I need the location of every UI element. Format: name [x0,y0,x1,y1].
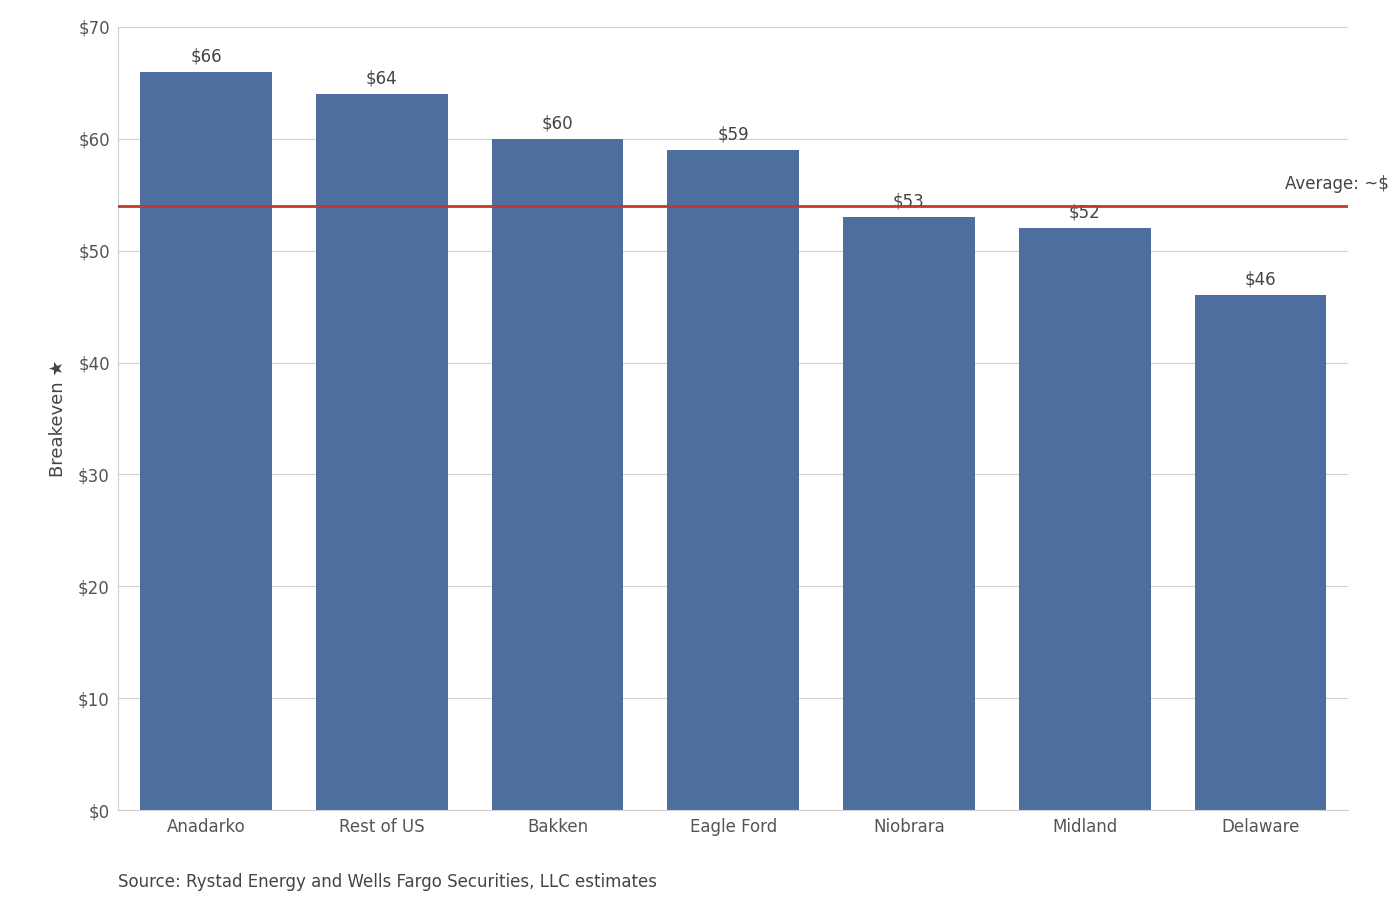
Bar [140,72,272,810]
Text: $46: $46 [1244,271,1276,289]
Bar [844,217,974,810]
Bar [492,139,623,810]
Text: Source: Rystad Energy and Wells Fargo Securities, LLC estimates: Source: Rystad Energy and Wells Fargo Se… [118,873,657,891]
Text: $66: $66 [190,47,222,65]
Bar [1019,229,1151,810]
Bar [667,150,799,810]
Text: $64: $64 [366,69,398,87]
Y-axis label: Breakeven ★: Breakeven ★ [49,360,67,477]
Text: $53: $53 [894,193,924,211]
Text: $59: $59 [717,125,749,143]
Text: Average: ~$54: Average: ~$54 [1284,175,1390,193]
Bar [1194,295,1326,810]
Text: $52: $52 [1069,203,1101,221]
Text: $60: $60 [542,114,573,132]
Bar [316,94,448,810]
